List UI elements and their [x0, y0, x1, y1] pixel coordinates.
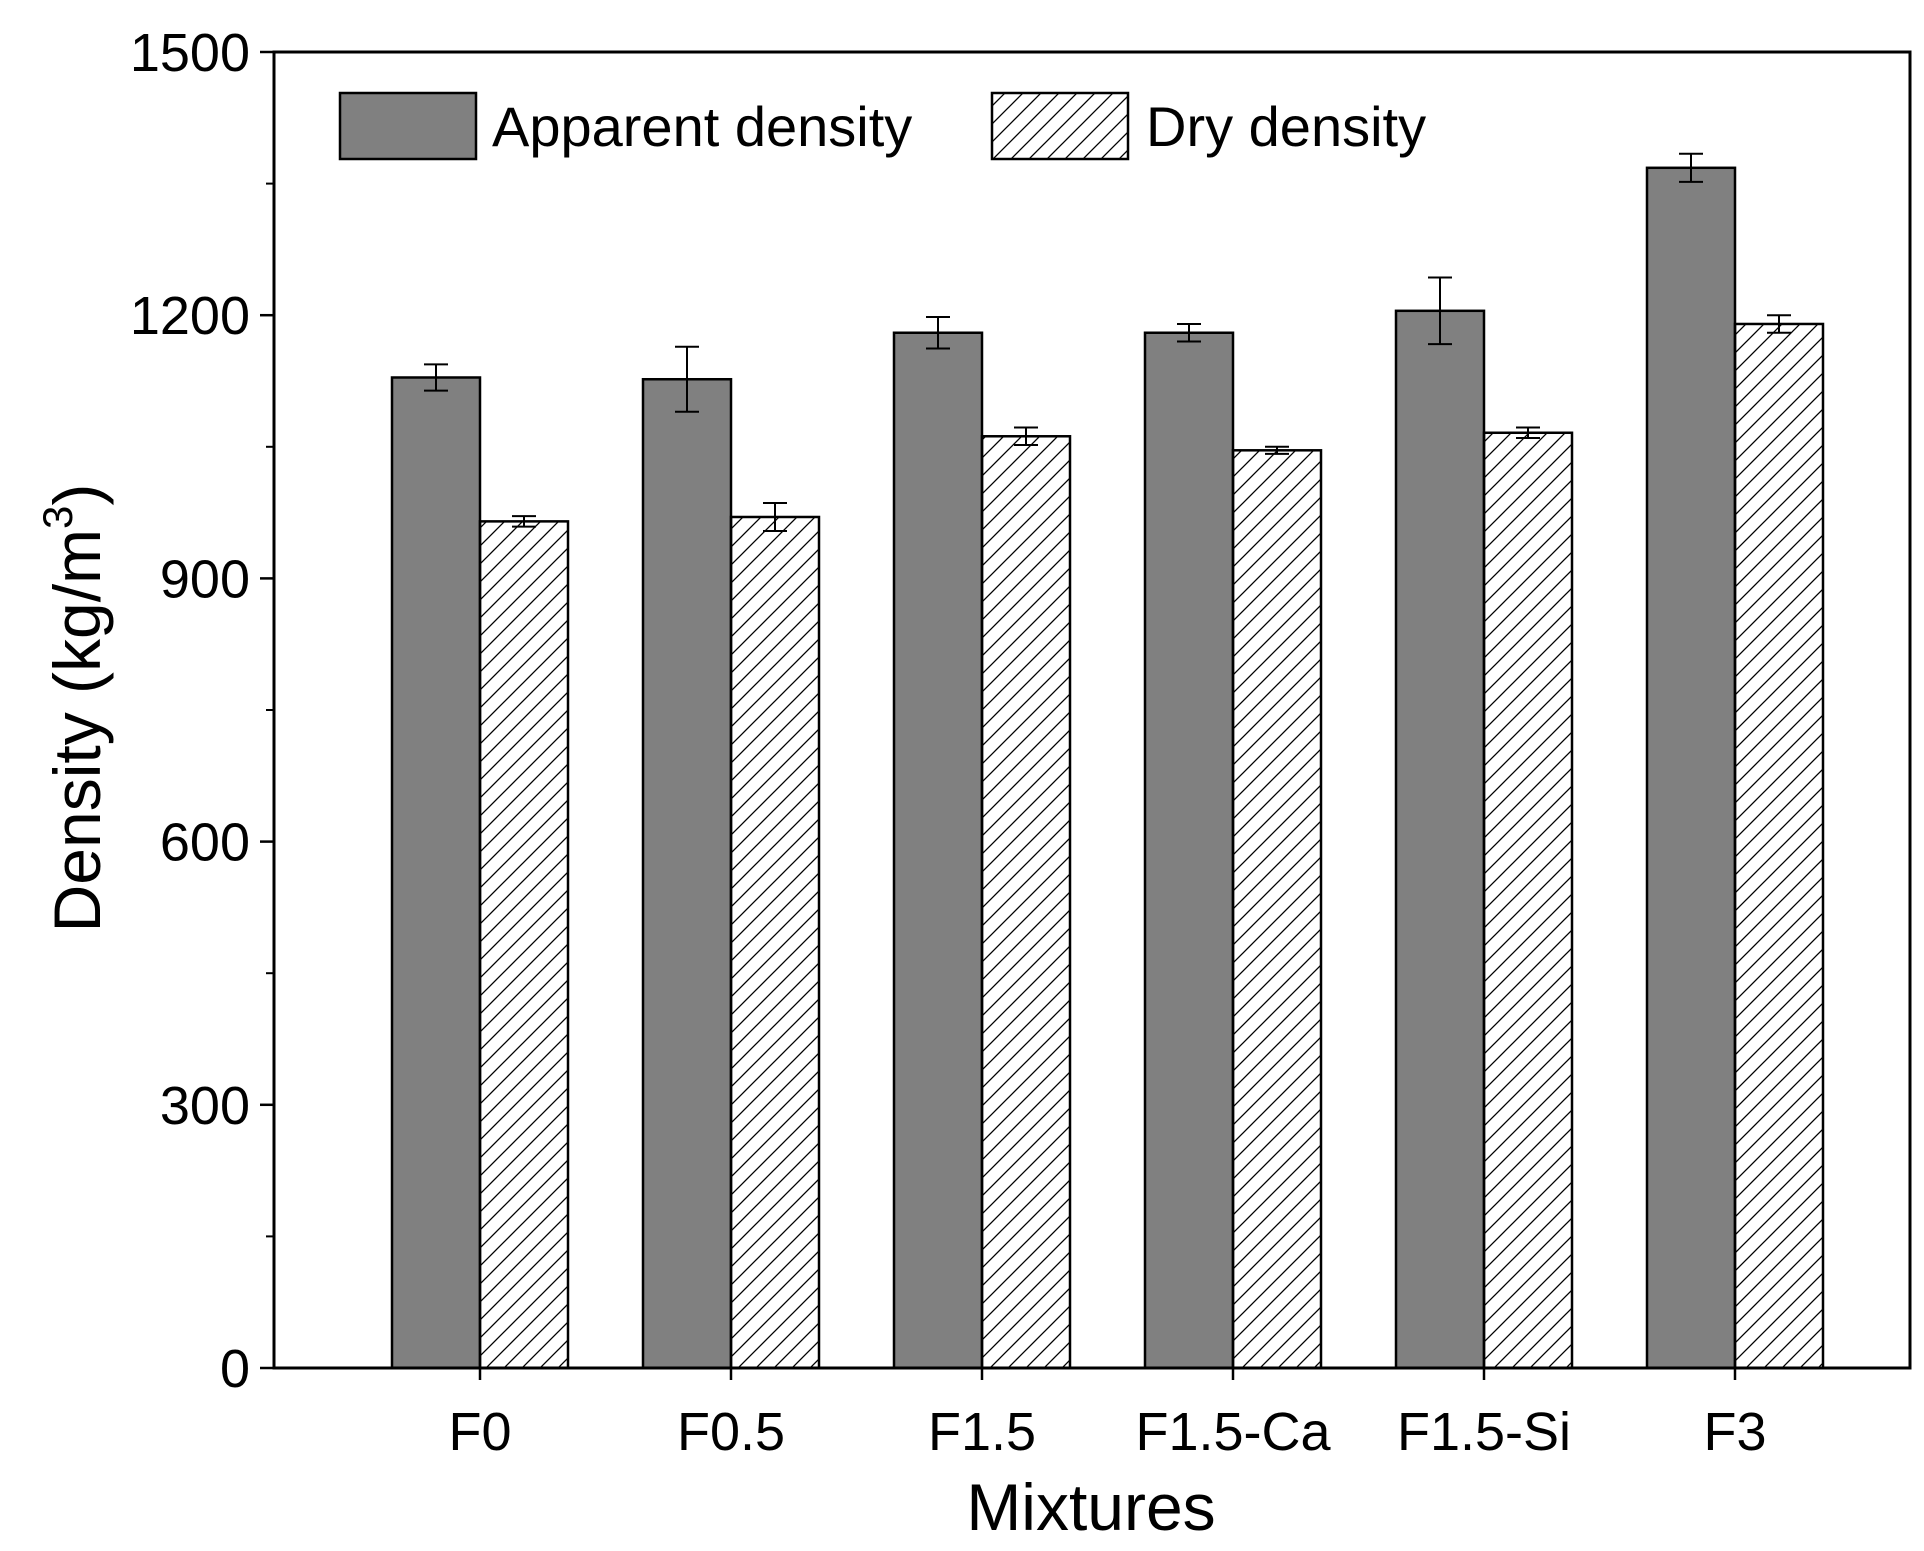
x-axis-title: Mixtures	[966, 1470, 1215, 1544]
legend-swatch-dry-density	[990, 91, 1130, 161]
y-tick-label-300: 300	[160, 1076, 250, 1136]
x-tick-label-F1.5-Ca: F1.5-Ca	[1135, 1402, 1331, 1462]
x-tick-label-F1.5: F1.5	[928, 1402, 1036, 1462]
bars-layer	[390, 152, 1825, 1370]
axes-layer: F0 F0.5 F1.5 F1.5-Ca F1.5-Si F3 0 300 600 900 1200…	[130, 23, 1912, 1462]
bar-apparent-density-F1.5-Ca	[1143, 331, 1235, 1370]
axis-labels: Mixtures Density (kg/m3)	[34, 484, 1216, 1544]
bar-apparent-density-F1.5	[892, 331, 984, 1370]
bar-dry-density-F3	[1733, 322, 1825, 1370]
legend-label-apparent-density: Apparent density	[492, 95, 912, 158]
legend-label-dry-density: Dry density	[1146, 95, 1426, 158]
x-tick-label-F1.5-Si: F1.5-Si	[1397, 1402, 1571, 1462]
x-tick-label-F3: F3	[1703, 1402, 1766, 1462]
bar-apparent-density-F3	[1645, 166, 1737, 1370]
y-tick-label-0: 0	[220, 1339, 250, 1399]
plot-frame	[272, 50, 1912, 1370]
x-tick-label-F0: F0	[448, 1402, 511, 1462]
y-tick-label-1500: 1500	[130, 23, 250, 83]
y-axis-title: Density (kg/m3)	[34, 484, 114, 933]
bar-dry-density-F1.5-Si	[1482, 431, 1574, 1370]
bar-apparent-density-F0.5	[641, 377, 733, 1370]
bar-apparent-density-F0	[390, 376, 482, 1370]
bar-dry-density-F0	[478, 520, 570, 1370]
bar-dry-density-F0.5	[729, 515, 821, 1370]
y-tick-label-900: 900	[160, 549, 250, 609]
x-tick-label-F0.5: F0.5	[677, 1402, 785, 1462]
bar-dry-density-F1.5-Ca	[1231, 449, 1323, 1370]
legend: Apparent density Dry density	[338, 91, 1426, 161]
y-tick-label-600: 600	[160, 813, 250, 873]
bar-apparent-density-F1.5-Si	[1394, 309, 1486, 1370]
legend-swatch-apparent-density	[338, 91, 478, 161]
bar-dry-density-F1.5	[980, 435, 1072, 1370]
y-tick-label-1200: 1200	[130, 286, 250, 346]
